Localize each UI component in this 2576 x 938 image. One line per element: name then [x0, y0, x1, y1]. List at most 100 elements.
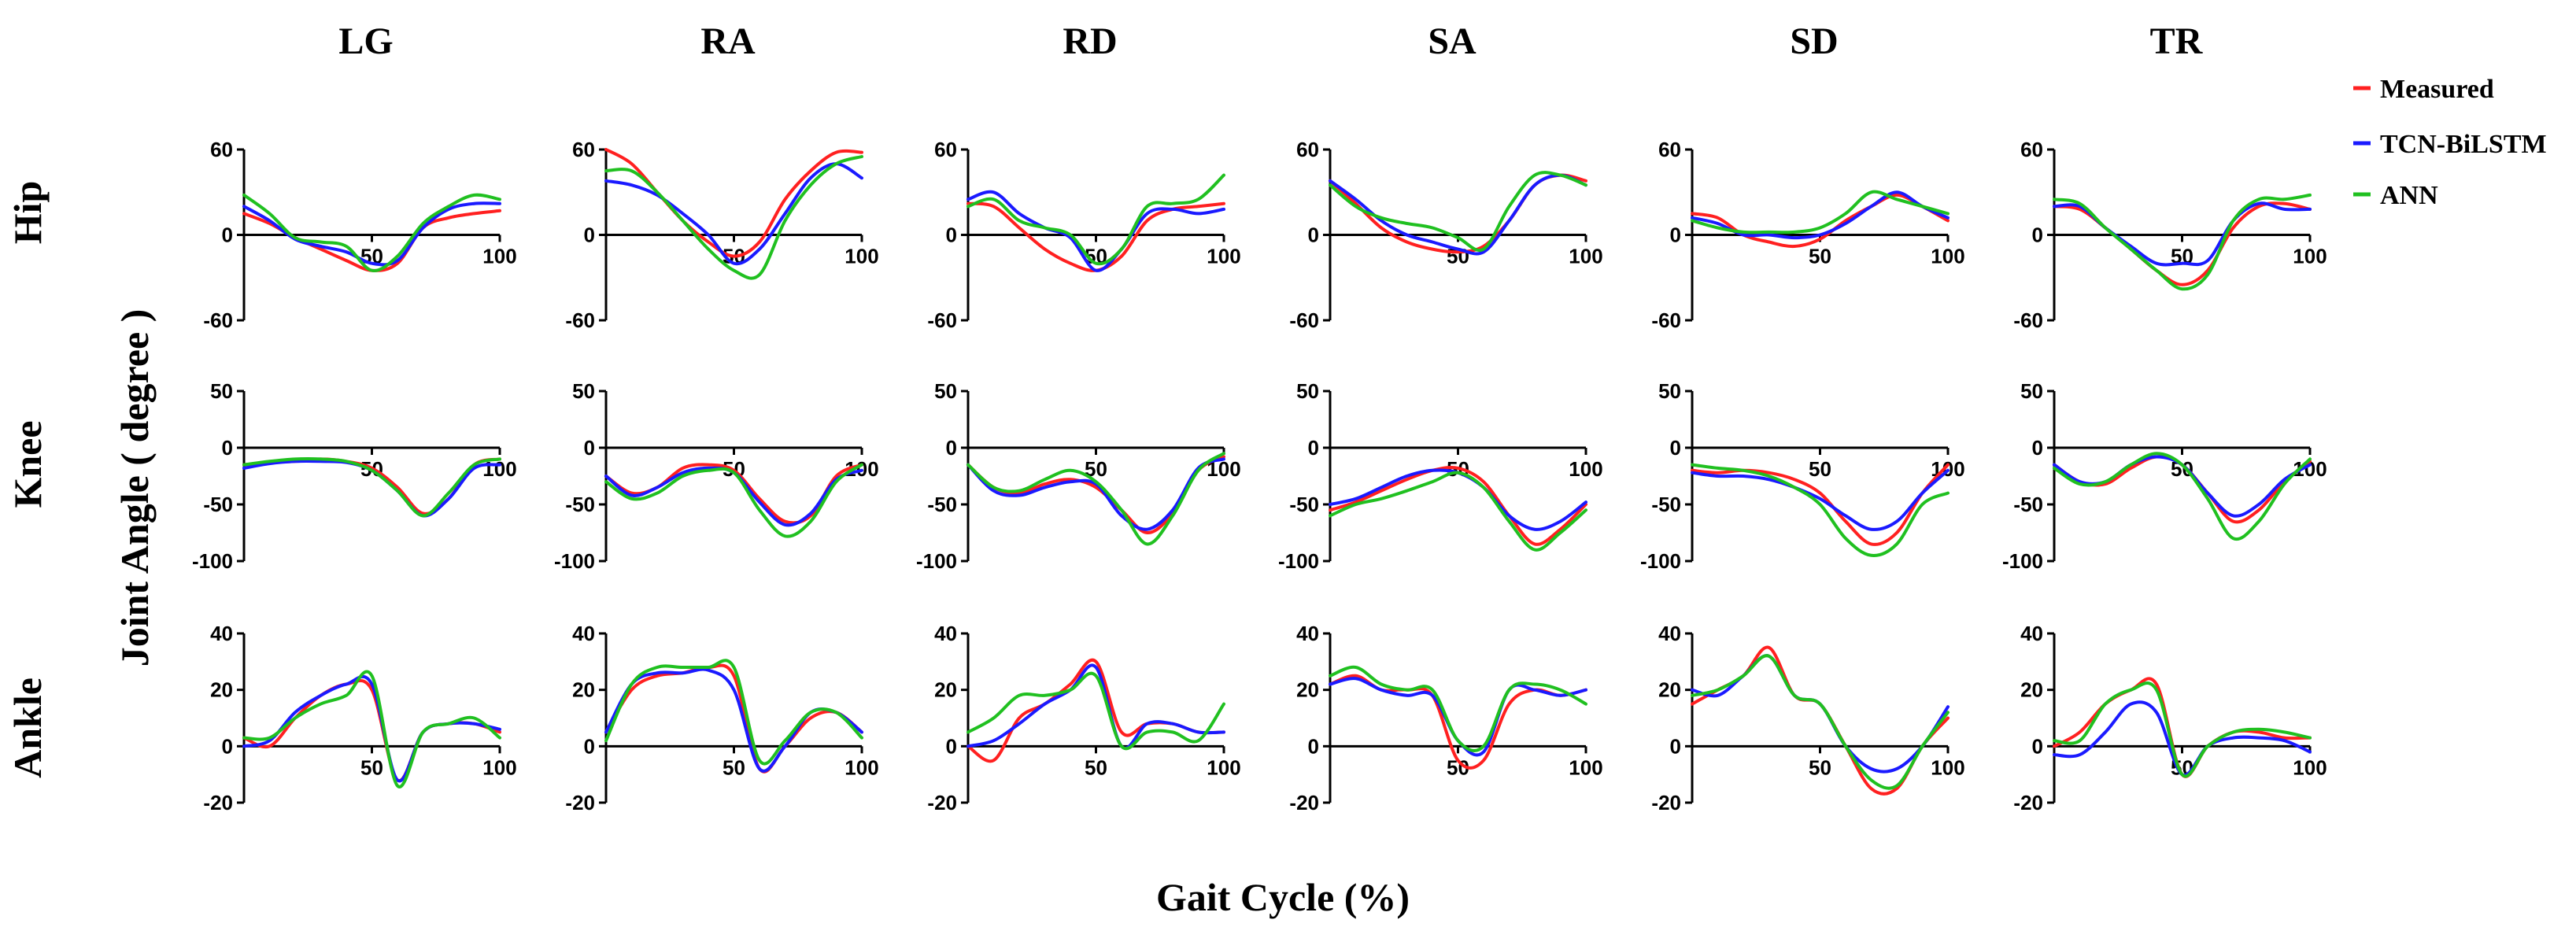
- x-tick-label: 50: [723, 755, 745, 779]
- column-title-rd: RD: [1063, 20, 1117, 62]
- x-tick-label: 50: [1809, 755, 1831, 779]
- y-tick-label: 20: [934, 678, 957, 702]
- column-title-lg: LG: [338, 20, 393, 62]
- series-line-ann: [1329, 171, 1587, 253]
- x-tick-label: 100: [1931, 245, 1964, 268]
- y-tick-label: 0: [1670, 436, 1681, 460]
- series-line-tcn-bilstm: [242, 201, 501, 267]
- y-tick-label: 50: [1296, 379, 1319, 403]
- legend: Measured TCN-BiLSTM ANN: [2353, 75, 2547, 210]
- row-label-ankle: Ankle: [6, 678, 50, 778]
- y-tick-label: 50: [1658, 379, 1681, 403]
- y-tick-label: -100: [1278, 549, 1319, 573]
- y-tick-label: 50: [934, 379, 957, 403]
- series-line-ann: [2053, 681, 2312, 778]
- y-tick-label: 40: [210, 622, 233, 645]
- series-line-tcn-bilstm: [1691, 654, 1950, 774]
- series-line-ann: [604, 659, 863, 766]
- y-tick-label: 0: [1308, 436, 1319, 460]
- x-axis-label: Gait Cycle (%): [1156, 875, 1410, 919]
- x-tick-label: 100: [482, 245, 516, 268]
- y-tick-label: 40: [2020, 622, 2043, 645]
- legend-item-tcn-bilstm: TCN-BiLSTM: [2353, 130, 2547, 159]
- column-title-tr: TR: [2150, 20, 2204, 62]
- y-tick-label: -60: [203, 308, 233, 332]
- series-line-ann: [1329, 471, 1587, 552]
- legend-label-ann: ANN: [2380, 181, 2438, 210]
- series-line-ann: [604, 155, 863, 280]
- y-tick-label: -50: [1289, 493, 1319, 516]
- y-tick-label: -60: [1651, 308, 1681, 332]
- panel-ankle-ra: 40 20 0 -20 50 100: [565, 622, 878, 814]
- column-title-ra: RA: [700, 20, 756, 62]
- x-tick-label: 100: [2293, 245, 2327, 268]
- y-tick-label: 0: [222, 734, 233, 758]
- y-tick-label: -50: [1651, 493, 1681, 516]
- panel-ankle-rd: 40 20 0 -20 50 100: [927, 622, 1240, 814]
- x-tick-label: 100: [844, 755, 878, 779]
- legend-label-tcn-bilstm: TCN-BiLSTM: [2380, 130, 2547, 159]
- y-tick-label: -50: [927, 493, 957, 516]
- series-line-ann: [242, 193, 501, 272]
- y-tick-label: 0: [946, 734, 957, 758]
- legend-label-measured: Measured: [2380, 75, 2494, 104]
- y-tick-label: -50: [203, 493, 233, 516]
- y-tick-label: -100: [2002, 549, 2043, 573]
- y-tick-label: 50: [210, 379, 233, 403]
- y-tick-label: 0: [946, 436, 957, 460]
- series-line-tcn-bilstm: [966, 190, 1225, 272]
- row-labels: Hip Knee Ankle: [6, 181, 50, 778]
- series-line-measured: [1329, 466, 1587, 546]
- column-title-sa: SA: [1428, 20, 1476, 62]
- x-tick-label: 100: [1569, 457, 1602, 481]
- x-tick-label: 100: [1207, 245, 1240, 268]
- series-line-tcn-bilstm: [1329, 677, 1587, 757]
- y-tick-label: -100: [554, 549, 595, 573]
- x-tick-label: 100: [1931, 755, 1964, 779]
- series-line-measured: [1329, 674, 1587, 770]
- series-line-ann: [1691, 463, 1950, 557]
- y-tick-label: -50: [2013, 493, 2043, 516]
- y-tick-label: 40: [572, 622, 595, 645]
- x-tick-label: 100: [1569, 755, 1602, 779]
- x-tick-label: 100: [1569, 245, 1602, 268]
- series-line-ann: [966, 671, 1225, 751]
- series-line-tcn-bilstm: [604, 162, 863, 266]
- series-line-ann: [242, 457, 501, 518]
- legend-item-measured: Measured: [2353, 75, 2494, 104]
- x-tick-label: 50: [1809, 457, 1831, 481]
- y-tick-label: -60: [2013, 308, 2043, 332]
- y-tick-label: 0: [2032, 436, 2043, 460]
- y-tick-label: 0: [222, 223, 233, 247]
- y-tick-label: -100: [192, 549, 233, 573]
- y-tick-label: 60: [1658, 138, 1681, 161]
- series-line-tcn-bilstm: [966, 457, 1225, 531]
- y-tick-label: 0: [2032, 223, 2043, 247]
- y-tick-label: 0: [584, 734, 595, 758]
- x-tick-label: 100: [844, 245, 878, 268]
- y-tick-label: 20: [1658, 678, 1681, 702]
- y-tick-label: 60: [2020, 138, 2043, 161]
- y-tick-label: 0: [584, 223, 595, 247]
- y-tick-label: -20: [1289, 791, 1319, 814]
- x-tick-label: 50: [1085, 755, 1107, 779]
- x-tick-label: 100: [1207, 755, 1240, 779]
- y-tick-label: 40: [1658, 622, 1681, 645]
- y-tick-label: -60: [927, 308, 957, 332]
- series-line-measured: [604, 663, 863, 774]
- y-tick-label: -60: [565, 308, 595, 332]
- series-line-ann: [966, 452, 1225, 546]
- y-tick-label: -20: [565, 791, 595, 814]
- panel-ankle-sd: 40 20 0 -20 50 100: [1651, 622, 1964, 814]
- y-tick-label: 60: [572, 138, 595, 161]
- column-title-sd: SD: [1790, 20, 1838, 62]
- y-tick-label: 40: [934, 622, 957, 645]
